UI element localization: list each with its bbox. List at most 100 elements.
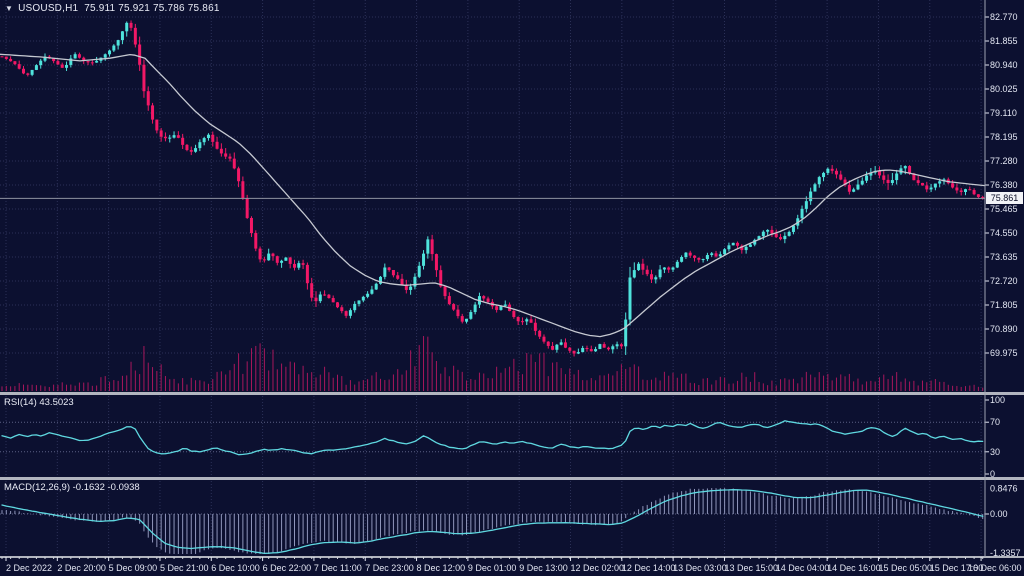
- candle-body-bear: [90, 62, 94, 64]
- candle-body-bear: [606, 347, 610, 350]
- candle-body-bull: [705, 255, 709, 260]
- candle-body-bull: [576, 352, 580, 354]
- candle-body-bull: [422, 253, 426, 266]
- rsi-axis-label: 100: [990, 395, 1005, 405]
- candle-body-bear: [4, 56, 8, 59]
- candle-body-bear: [714, 253, 718, 257]
- candle-body-bear: [133, 27, 137, 45]
- candle-body-bear: [951, 183, 955, 188]
- candle-body-bear: [254, 233, 258, 249]
- candle-body-bull: [727, 245, 731, 250]
- candle-body-bear: [589, 349, 593, 352]
- collapse-chart-icon[interactable]: ▼: [5, 4, 14, 13]
- time-tick-label: 7 Dec 11:00: [314, 563, 362, 573]
- candle-body-bear: [877, 170, 881, 176]
- price-tick-label: 72.720: [990, 276, 1018, 286]
- panel-separator: [0, 392, 1024, 395]
- candle-body-bull: [938, 181, 942, 184]
- candle-body-bear: [52, 58, 56, 62]
- candle-body-bear: [779, 237, 783, 240]
- candle-body-bear: [908, 166, 912, 174]
- candle-body-bear: [916, 180, 920, 183]
- candle-body-bull: [73, 54, 77, 59]
- rsi-axis-label: 70: [990, 417, 1000, 427]
- candle-body-bear: [224, 153, 228, 157]
- time-tick-label: 12 Dec 02:00: [571, 563, 625, 573]
- candle-body-bull: [675, 261, 679, 268]
- time-tick-label: 9 Dec 01:00: [468, 563, 517, 573]
- price-tick-label: 70.890: [990, 324, 1018, 334]
- candle-body-bull: [809, 191, 813, 202]
- candle-body-bear: [447, 296, 451, 305]
- candle-body-bear: [697, 257, 701, 260]
- candle-body-bear: [486, 298, 490, 302]
- candle-body-bear: [619, 344, 623, 347]
- candle-body-bull: [723, 249, 727, 255]
- candle-body-bull: [598, 344, 602, 350]
- candle-body-bear: [189, 150, 193, 152]
- candle-body-bull: [744, 246, 748, 251]
- time-tick-label: 7 Dec 23:00: [365, 563, 414, 573]
- price-tick-label: 81.855: [990, 36, 1018, 46]
- candle-body-bear: [9, 58, 13, 62]
- candle-body-bear: [301, 263, 305, 265]
- candle-body-bull: [813, 184, 817, 192]
- symbol-period-label: USOUSD,H1: [18, 3, 79, 14]
- candle-body-bear: [972, 190, 976, 195]
- candle-body-bear: [959, 190, 963, 192]
- candle-body-bull: [469, 312, 473, 319]
- candle-body-bear: [430, 239, 434, 255]
- candle-body-bull: [125, 22, 129, 32]
- price-tick-label: 75.465: [990, 204, 1018, 214]
- candle-body-bull: [787, 231, 791, 236]
- candle-body-bull: [206, 134, 210, 139]
- candle-body-bull: [366, 293, 370, 297]
- time-tick-label: 12 Dec 14:00: [622, 563, 676, 573]
- candle-body-bear: [551, 345, 555, 350]
- candle-body-bear: [400, 278, 404, 285]
- candle-body-bull: [413, 276, 417, 287]
- candle-body-bear: [882, 175, 886, 180]
- candle-body-bear: [774, 233, 778, 238]
- candle-body-bear: [314, 297, 318, 302]
- candle-body-bull: [753, 239, 757, 245]
- candle-body-bull: [65, 64, 69, 68]
- candle-body-bear: [17, 64, 21, 69]
- price-tick-label: 77.280: [990, 156, 1018, 166]
- candle-body-bear: [439, 270, 443, 287]
- candle-body-bull: [826, 168, 830, 173]
- candle-body-bear: [163, 136, 167, 139]
- rsi-axis-label: 30: [990, 447, 1000, 457]
- candle-body-bear: [228, 156, 232, 159]
- candle-body-bear: [981, 196, 985, 199]
- price-tick-label: 71.805: [990, 300, 1018, 310]
- candle-body-bull: [267, 253, 271, 261]
- candle-body-bull: [348, 310, 352, 316]
- candle-body-bear: [516, 317, 520, 322]
- candle-body-bull: [43, 56, 47, 61]
- candle-body-bull: [108, 50, 112, 55]
- rsi-line: [1, 420, 984, 456]
- candle-body-bear: [968, 189, 972, 191]
- candle-body-bull: [895, 173, 899, 181]
- candle-body-bull: [194, 148, 198, 152]
- time-tick-label: 13 Dec 03:00: [673, 563, 727, 573]
- candle-body-bear: [323, 294, 327, 296]
- candle-body-bull: [701, 259, 705, 261]
- candle-body-bear: [155, 119, 159, 131]
- rsi-indicator-label: RSI(14) 43.5023: [4, 397, 74, 408]
- candle-body-bear: [13, 61, 17, 65]
- candle-body-bull: [757, 236, 761, 240]
- candle-body-bull: [761, 231, 765, 237]
- candle-body-bear: [387, 267, 391, 270]
- candle-body-bear: [26, 73, 30, 75]
- candle-body-bear: [245, 198, 249, 218]
- time-tick-label: 2 Dec 20:00: [57, 563, 106, 573]
- candle-body-bull: [963, 189, 967, 192]
- candle-body-bull: [637, 263, 641, 271]
- candle-body-bull: [929, 187, 933, 190]
- candle-body-bull: [409, 286, 413, 290]
- candle-body-bull: [628, 277, 632, 320]
